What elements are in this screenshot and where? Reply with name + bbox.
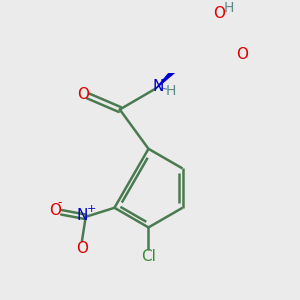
Text: O: O <box>49 203 61 218</box>
Text: O: O <box>213 6 225 21</box>
Text: Cl: Cl <box>141 249 156 264</box>
Text: O: O <box>236 47 248 62</box>
Text: O: O <box>76 241 88 256</box>
Text: +: + <box>87 203 97 214</box>
Polygon shape <box>156 60 184 88</box>
Text: N: N <box>76 208 88 223</box>
Text: H: H <box>224 1 234 15</box>
Text: O: O <box>77 87 89 102</box>
Text: N: N <box>153 79 164 94</box>
Text: H: H <box>166 84 176 98</box>
Text: -: - <box>58 196 62 209</box>
